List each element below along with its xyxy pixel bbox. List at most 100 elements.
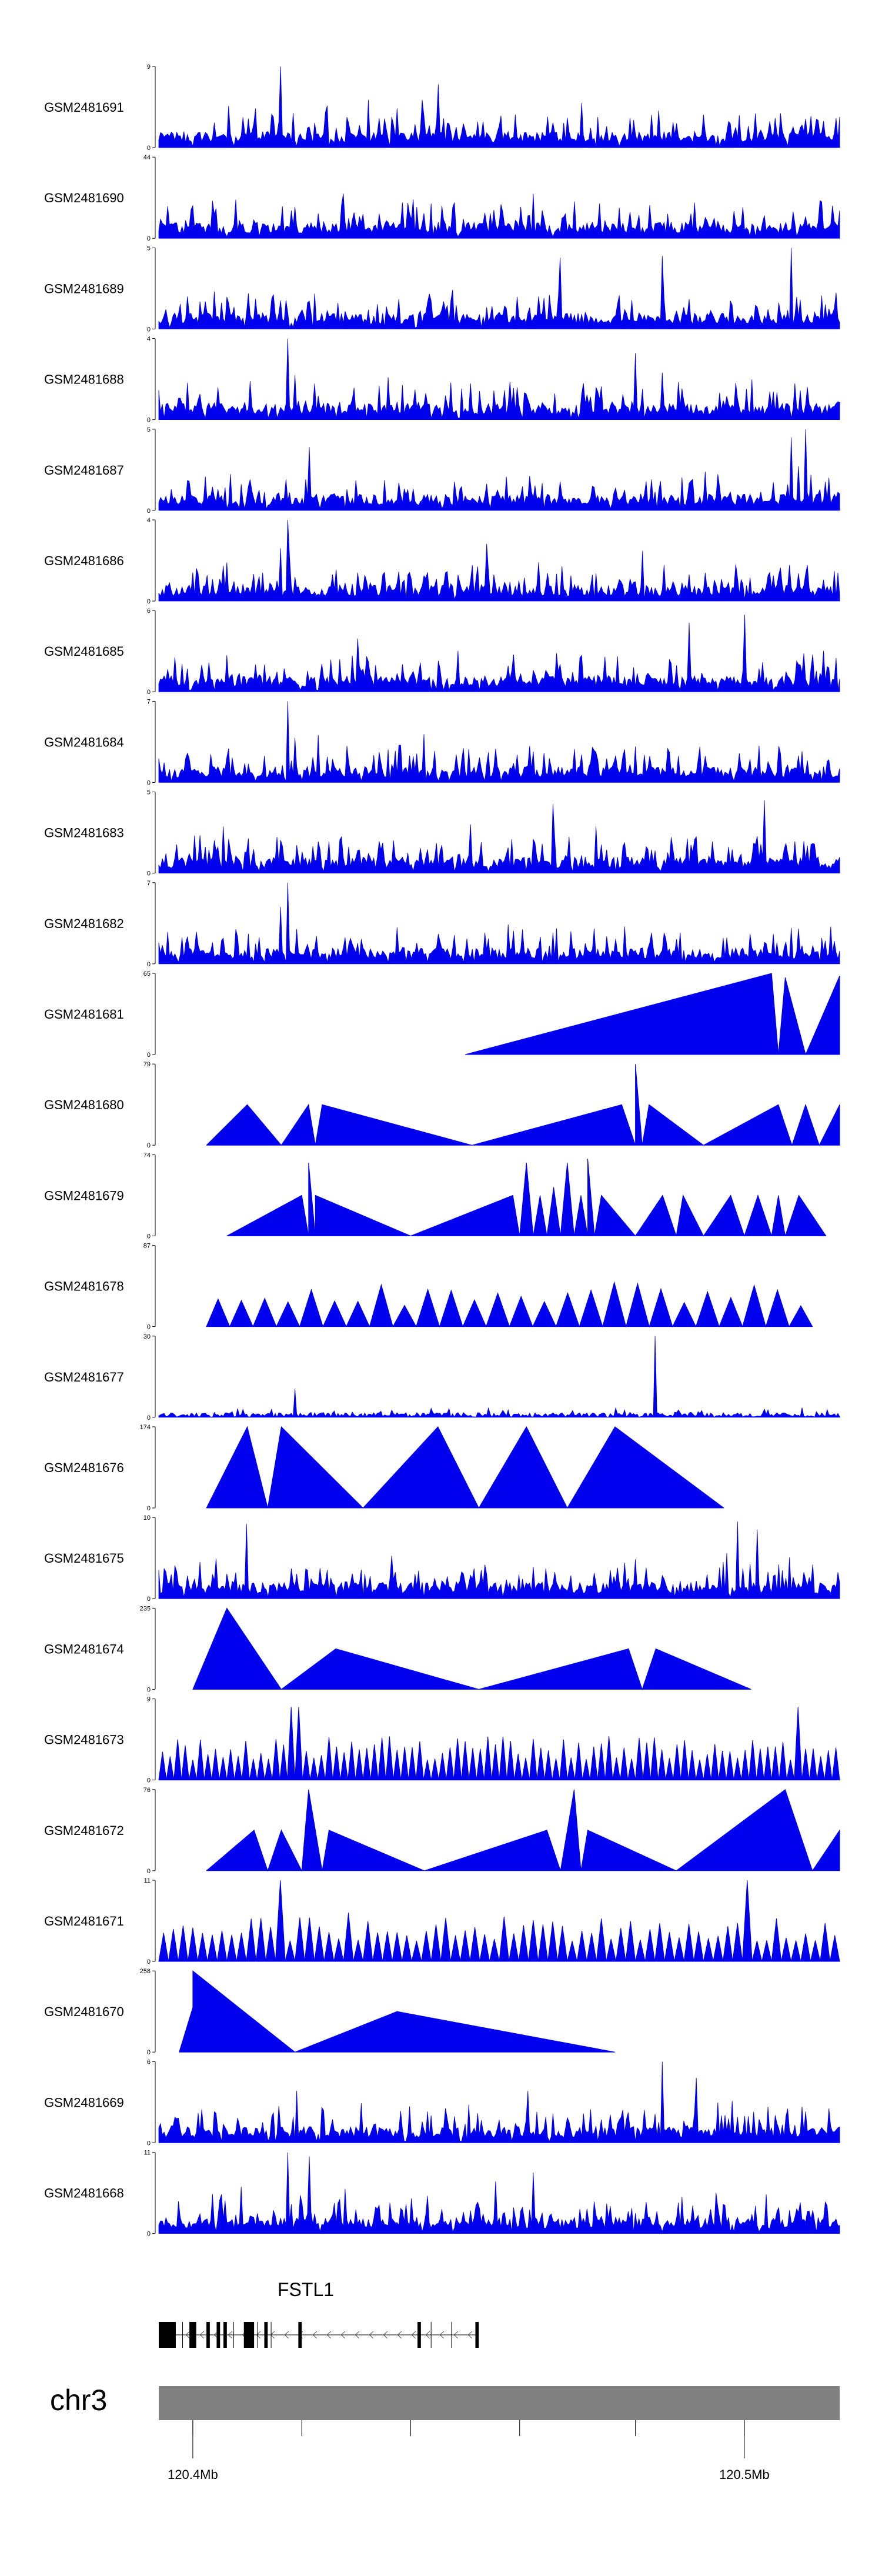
signal-area: [158, 1880, 840, 1962]
track-label: GSM2481673: [44, 1733, 124, 1747]
y-axis-max-label: 9: [147, 1696, 151, 1703]
track-GSM2481688: GSM2481688 4 0: [44, 336, 840, 424]
track-label: GSM2481675: [44, 1551, 124, 1566]
signal-area: [206, 1064, 840, 1146]
signal-area: [158, 1336, 840, 1418]
y-axis-max-label: 87: [143, 1243, 151, 1250]
exon: [216, 2322, 220, 2348]
track-GSM2481677: GSM2481677 30 0: [44, 1333, 840, 1422]
strand-arrow: [369, 2331, 374, 2339]
strand-arrow: [199, 2331, 205, 2339]
strand-arrow: [467, 2331, 473, 2339]
exon: [417, 2322, 421, 2348]
signal-area: [158, 2061, 840, 2143]
track-label: GSM2481676: [44, 1460, 124, 1475]
y-axis-min-label: 0: [147, 1686, 151, 1693]
signal-area: [158, 615, 840, 692]
signal-area: [226, 1159, 827, 1237]
signal-area: [158, 800, 840, 873]
y-axis-min-label: 0: [147, 1505, 151, 1512]
track-GSM2481691: GSM2481691 9 0: [44, 64, 840, 152]
track-label: GSM2481672: [44, 1823, 124, 1838]
y-axis-max-label: 6: [147, 2058, 151, 2066]
track-label: GSM2481670: [44, 2004, 124, 2019]
track-label: GSM2481690: [44, 191, 124, 205]
y-axis-max-label: 74: [143, 1152, 151, 1159]
signal-area: [465, 973, 840, 1056]
track-GSM2481686: GSM2481686 4 0: [44, 517, 840, 605]
exon: [223, 2322, 227, 2348]
y-axis-max-label: 7: [147, 880, 151, 887]
signal-area: [158, 701, 840, 783]
y-axis-max-label: 65: [143, 970, 151, 977]
y-axis-max-label: 6: [147, 608, 151, 615]
y-axis-min-label: 0: [147, 508, 151, 515]
y-axis-max-label: 11: [144, 2150, 151, 2157]
signal-area: [158, 882, 840, 965]
y-axis-min-label: 0: [147, 2140, 151, 2147]
y-axis-max-label: 235: [140, 1605, 151, 1612]
track-label: GSM2481691: [44, 100, 124, 115]
exon: [243, 2322, 255, 2348]
gene-name-label: FSTL1: [278, 2279, 334, 2300]
track-GSM2481668: GSM2481668 11 0: [44, 2150, 840, 2238]
signal-area: [158, 193, 840, 239]
y-axis-min-label: 0: [147, 961, 151, 968]
signal-tracks: GSM248169190GSM2481690440GSM248168950GSM…: [44, 64, 840, 2238]
signal-area: [206, 1426, 724, 1509]
track-label: GSM2481688: [44, 372, 124, 387]
strand-arrow: [228, 2331, 233, 2339]
y-axis-max-label: 4: [147, 517, 151, 524]
exon: [264, 2322, 268, 2348]
track-label: GSM2481689: [44, 281, 124, 296]
track-GSM2481673: GSM2481673 9 0: [44, 1696, 840, 1784]
track-label: GSM2481686: [44, 553, 124, 568]
y-axis-max-label: 79: [143, 1061, 151, 1068]
track-GSM2481674: GSM2481674 235 0: [44, 1605, 751, 1693]
y-axis-max-label: 11: [144, 1877, 151, 1884]
y-axis-min-label: 0: [147, 598, 151, 605]
strand-arrow: [326, 2331, 332, 2339]
y-axis-max-label: 44: [143, 154, 151, 161]
signal-area: [158, 1707, 840, 1781]
y-axis-min-label: 0: [147, 2231, 151, 2238]
y-axis-max-label: 174: [140, 1424, 151, 1431]
track-GSM2481682: GSM2481682 7 0: [44, 880, 840, 968]
strand-arrow: [284, 2331, 289, 2339]
strand-arrow: [453, 2331, 459, 2339]
chromosome-label: chr3: [50, 2384, 107, 2417]
chromosome-band: [159, 2386, 840, 2420]
signal-area: [206, 1281, 813, 1328]
track-GSM2481689: GSM2481689 5 0: [44, 245, 840, 333]
signal-area: [158, 248, 840, 329]
track-label: GSM2481677: [44, 1370, 124, 1384]
signal-area: [206, 1788, 840, 1872]
signal-area: [192, 1607, 751, 1690]
gene-model-fstl1: [159, 2322, 479, 2348]
strand-arrow: [411, 2331, 416, 2339]
coordinate-axis: 120.4Mb 120.5Mb: [168, 2420, 770, 2482]
track-GSM2481690: GSM2481690 44 0: [44, 154, 840, 242]
y-axis-min-label: 0: [147, 326, 151, 333]
track-label: GSM2481668: [44, 2186, 124, 2201]
y-axis-min-label: 0: [147, 1868, 151, 1875]
track-label: GSM2481671: [44, 1914, 124, 1928]
y-axis-max-label: 7: [147, 698, 151, 705]
y-axis-min-label: 0: [147, 2049, 151, 2056]
y-axis-max-label: 30: [143, 1333, 151, 1340]
strand-arrow: [312, 2331, 318, 2339]
strand-arrow: [256, 2331, 261, 2339]
track-GSM2481670: GSM2481670 258 0: [44, 1968, 615, 2056]
y-axis-min-label: 0: [147, 1052, 151, 1059]
track-GSM2481669: GSM2481669 6 0: [44, 2058, 840, 2147]
exon: [206, 2322, 210, 2348]
exon: [189, 2322, 196, 2348]
y-axis-min-label: 0: [147, 1233, 151, 1240]
signal-area: [158, 519, 840, 602]
y-axis-max-label: 5: [147, 789, 151, 796]
track-label: GSM2481680: [44, 1097, 124, 1112]
track-GSM2481671: GSM2481671 11 0: [44, 1877, 840, 1966]
y-axis-min-label: 0: [147, 779, 151, 786]
exon: [475, 2322, 479, 2348]
